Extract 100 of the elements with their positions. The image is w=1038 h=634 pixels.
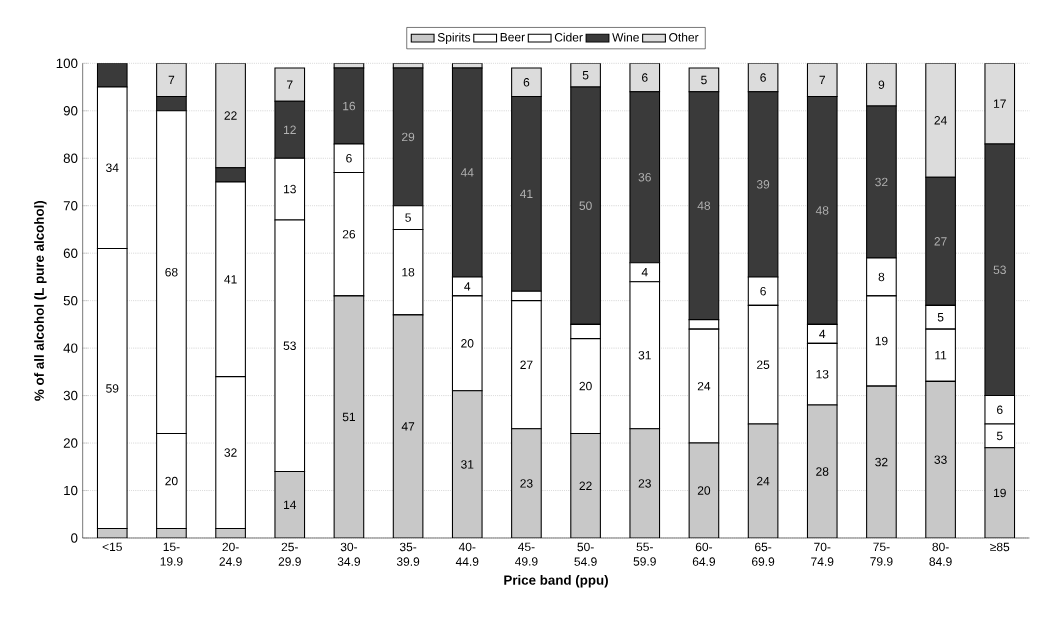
bar [984, 447, 1016, 538]
y-tick-label: 0 [71, 533, 78, 543]
bar [925, 380, 956, 538]
x-axis-title: Price band (ppu) [504, 575, 608, 588]
data-label: 6 [997, 405, 1003, 415]
data-label: 25 [757, 360, 770, 369]
bar [333, 295, 365, 538]
data-label: 5 [937, 313, 944, 322]
data-label: 6 [523, 78, 530, 87]
data-label: 12 [284, 125, 296, 134]
data-label: 53 [283, 341, 296, 350]
data-label: 22 [579, 481, 592, 490]
bar [806, 404, 838, 538]
bar [806, 63, 838, 98]
data-label: 50 [579, 201, 592, 210]
data-label: 23 [520, 479, 533, 488]
x-tick-label: 60- 64.9 [692, 542, 716, 566]
data-label: 32 [224, 448, 237, 457]
data-label: 31 [461, 460, 474, 469]
bar [984, 63, 1016, 145]
x-tick-label: 35- 39.9 [396, 542, 420, 566]
data-label: 34 [106, 163, 119, 172]
data-label: 17 [994, 99, 1006, 108]
bar [570, 433, 601, 538]
x-tick-label: ≥85 [990, 542, 1010, 552]
data-label: 14 [284, 500, 297, 509]
data-label: 13 [816, 369, 829, 379]
y-tick-label: 20 [63, 438, 78, 448]
data-label: 7 [287, 80, 293, 89]
x-tick-label: 15- 19.9 [160, 542, 183, 566]
x-tick-label: 40- 44.9 [455, 542, 479, 566]
data-label: 20 [165, 476, 178, 486]
data-label: 68 [165, 267, 178, 277]
data-label: 6 [346, 154, 352, 163]
data-label: 51 [342, 412, 356, 422]
data-label: 5 [405, 213, 411, 222]
data-label: 16 [343, 101, 356, 111]
data-label: 5 [582, 71, 589, 80]
data-label: 59 [106, 384, 119, 393]
data-label: 11 [935, 351, 947, 360]
data-label: 28 [816, 467, 829, 476]
x-tick-label: 75- 79.9 [870, 542, 893, 566]
y-tick-label: 80 [63, 153, 78, 163]
x-tick-label: 70- 74.9 [811, 542, 834, 566]
data-label: 19 [875, 336, 888, 346]
data-label: 27 [934, 237, 947, 246]
data-label: 48 [815, 206, 829, 215]
data-label: 19 [994, 488, 1006, 498]
y-tick-label: 60 [63, 248, 78, 258]
data-label: 23 [638, 479, 651, 488]
data-label: 24 [934, 116, 947, 125]
data-label: 27 [520, 360, 533, 369]
bar [511, 67, 542, 98]
y-tick-label: 10 [64, 485, 78, 496]
data-label: 13 [284, 184, 296, 194]
data-label: 4 [819, 329, 826, 339]
data-label: 53 [993, 265, 1006, 275]
data-label: 32 [875, 457, 888, 467]
data-label: 5 [701, 75, 707, 85]
data-label: 47 [401, 422, 415, 431]
bar [156, 63, 187, 98]
x-tick-label: 20- 24.9 [219, 542, 242, 566]
legend-label: Other [669, 32, 699, 42]
bar [866, 63, 897, 107]
data-label: 26 [342, 229, 356, 239]
data-label: 4 [464, 282, 471, 291]
data-label: 29 [402, 132, 415, 142]
data-label: 18 [402, 267, 415, 277]
data-label: 6 [760, 73, 766, 82]
data-label: 9 [878, 80, 885, 89]
data-label: 44 [460, 168, 474, 177]
y-tick-label: 70 [63, 201, 78, 211]
y-tick-label: 30 [63, 390, 78, 401]
legend-label: Spirits [437, 32, 471, 44]
bar [747, 423, 779, 538]
bar [688, 442, 720, 538]
x-tick-label: 55- 59.9 [633, 542, 656, 566]
bar [392, 314, 424, 538]
data-label: 24 [757, 476, 770, 486]
x-tick-label: 50- 54.9 [574, 542, 597, 566]
x-tick-label: 25- 29.9 [278, 542, 301, 566]
y-axis-title: % of all alcohol (L pure alcohol) [34, 200, 47, 401]
data-label: 39 [756, 180, 770, 189]
data-label: 6 [760, 286, 766, 296]
data-label: 24 [697, 381, 711, 391]
data-label: 20 [461, 339, 474, 348]
x-tick-label: 45- 49.9 [515, 542, 538, 566]
data-label: 7 [168, 75, 175, 85]
bar [866, 385, 897, 538]
data-label: 41 [520, 189, 533, 198]
x-tick-label: 30- 34.9 [337, 542, 361, 566]
bar [925, 63, 956, 178]
data-label: 36 [638, 172, 651, 182]
bar [274, 67, 306, 102]
x-tick-label: 80- 84.9 [929, 542, 952, 566]
bar [629, 428, 661, 538]
data-label: 6 [642, 73, 648, 82]
y-tick-label: 50 [63, 295, 78, 306]
bar [274, 470, 306, 538]
data-label: 20 [579, 381, 592, 391]
